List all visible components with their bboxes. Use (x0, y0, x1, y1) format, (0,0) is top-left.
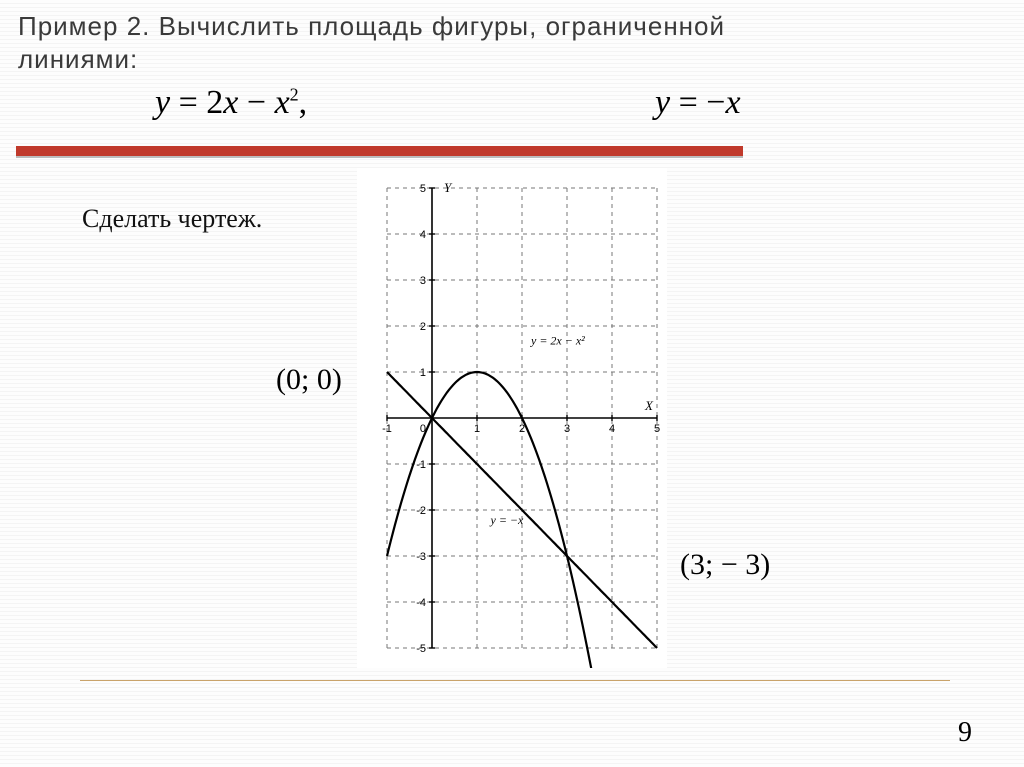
svg-text:-2: -2 (416, 505, 426, 517)
svg-text:-3: -3 (416, 551, 426, 563)
page-number: 9 (958, 717, 972, 749)
math-plot: -112345-5-4-3-2-1123450YXy = 2x − x²y = … (357, 168, 667, 668)
svg-text:4: 4 (609, 423, 615, 435)
example-title: Пример 2. Вычислить площадь фигуры, огра… (18, 10, 1006, 75)
equation-1: y = 2x − x2, (155, 84, 307, 122)
svg-text:1: 1 (420, 367, 426, 379)
svg-text:-1: -1 (416, 459, 426, 471)
svg-text:4: 4 (420, 229, 426, 241)
svg-text:-4: -4 (416, 597, 426, 609)
title-line-1: Пример 2. Вычислить площадь фигуры, огра… (18, 11, 725, 41)
footer-rule (80, 680, 950, 682)
svg-text:3: 3 (564, 423, 570, 435)
svg-text:5: 5 (654, 423, 660, 435)
svg-text:X: X (644, 398, 654, 413)
svg-text:-5: -5 (416, 643, 426, 655)
subtitle-text: Сделать чертеж. (82, 204, 262, 234)
divider-bar (16, 146, 743, 156)
svg-text:5: 5 (420, 183, 426, 195)
svg-text:-1: -1 (382, 423, 392, 435)
svg-text:y = −x: y = −x (490, 513, 525, 527)
chart-area: -112345-5-4-3-2-1123450YXy = 2x − x²y = … (357, 168, 667, 668)
svg-text:2: 2 (420, 321, 426, 333)
title-line-2: линиями: (18, 44, 138, 74)
svg-text:y = 2x − x²: y = 2x − x² (530, 333, 585, 347)
point-label-origin: (0; 0) (276, 363, 342, 397)
svg-text:1: 1 (474, 423, 480, 435)
equation-row: y = 2x − x2, y = −x (0, 84, 1024, 134)
point-label-three: (3; − 3) (680, 548, 770, 582)
equation-2: y = −x (655, 84, 741, 122)
svg-text:3: 3 (420, 275, 426, 287)
